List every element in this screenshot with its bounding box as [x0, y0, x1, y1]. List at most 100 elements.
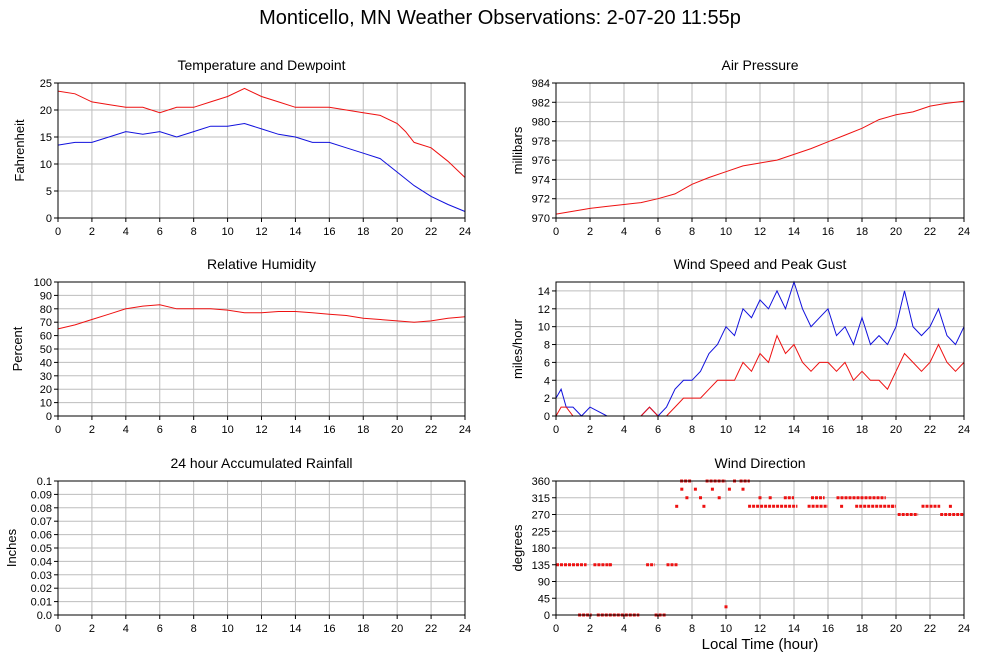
x-tick-label: 18 — [856, 623, 868, 635]
y-tick-label: 2 — [544, 393, 550, 405]
x-tick-label: 22 — [924, 424, 936, 436]
y-axis-label: Percent — [10, 326, 25, 371]
y-tick-label: 20 — [40, 384, 52, 396]
x-tick-label: 20 — [890, 226, 902, 238]
y-tick-label: 225 — [532, 526, 550, 538]
chart-rh: 0 2 4 6 8 10 12 14 16 18 20 22 240102030405060708090… — [10, 256, 471, 436]
y-tick-label: 0.1 — [37, 476, 52, 488]
x-tick-label: 10 — [720, 226, 732, 238]
x-tick-label: 0 — [55, 424, 61, 436]
y-tick-label: 10 — [40, 398, 52, 410]
series-line-blue — [57, 122, 466, 212]
direction-point — [891, 504, 895, 508]
direction-point — [724, 605, 728, 609]
y-tick-label: 0.04 — [31, 556, 52, 568]
y-tick-label: 40 — [40, 357, 52, 369]
chart-title: Relative Humidity — [207, 256, 316, 272]
x-tick-label: 18 — [856, 226, 868, 238]
y-tick-label: 0 — [46, 411, 52, 423]
x-tick-label: 6 — [157, 623, 163, 635]
direction-point — [680, 487, 684, 491]
x-tick-label: 20 — [391, 424, 403, 436]
x-tick-label: 6 — [655, 226, 661, 238]
y-tick-label: 90 — [40, 290, 52, 302]
y-tick-label: 90 — [538, 577, 550, 589]
y-tick-label: 180 — [532, 543, 550, 555]
x-tick-label: 10 — [221, 424, 233, 436]
x-tick-label: 10 — [720, 623, 732, 635]
y-tick-label: 0.01 — [31, 597, 52, 609]
x-tick-label: 14 — [788, 226, 800, 238]
x-tick-label: 4 — [621, 623, 627, 635]
chart-title: Wind Speed and Peak Gust — [674, 256, 847, 272]
x-tick-label: 2 — [587, 623, 593, 635]
chart-title: Air Pressure — [721, 57, 798, 73]
x-tick-label: 14 — [289, 424, 301, 436]
x-tick-label: 22 — [425, 623, 437, 635]
direction-point — [693, 487, 697, 491]
x-axis-label: Local Time (hour) — [701, 636, 819, 653]
x-tick-label: 12 — [255, 226, 267, 238]
x-tick-label: 4 — [621, 424, 627, 436]
y-tick-label: 0 — [544, 610, 550, 622]
y-tick-label: 0.06 — [31, 530, 52, 542]
y-tick-label: 50 — [40, 344, 52, 356]
chart-dir: 0 2 4 6 8 10 12 14 16 18 20 22 240459013518022527031… — [510, 455, 970, 635]
x-tick-label: 12 — [754, 623, 766, 635]
direction-point — [741, 487, 745, 491]
chart-rain: 0 2 4 6 8 10 12 14 16 18 20 22 240.00.010.020.030.04… — [4, 455, 471, 635]
x-tick-label: 14 — [289, 226, 301, 238]
x-tick-label: 8 — [191, 226, 197, 238]
x-tick-label: 16 — [822, 226, 834, 238]
direction-point — [710, 487, 714, 491]
x-tick-label: 22 — [924, 623, 936, 635]
y-tick-label: 25 — [40, 78, 52, 90]
y-tick-label: 0.08 — [31, 503, 52, 515]
x-tick-label: 4 — [123, 226, 129, 238]
y-axis-label: Inches — [4, 528, 19, 567]
y-tick-label: 978 — [532, 136, 550, 148]
direction-point — [758, 496, 762, 500]
y-tick-label: 80 — [40, 304, 52, 316]
x-tick-label: 24 — [459, 226, 471, 238]
x-tick-label: 4 — [123, 623, 129, 635]
y-axis-label: millibars — [510, 126, 525, 174]
x-tick-label: 12 — [255, 623, 267, 635]
x-tick-label: 16 — [323, 424, 335, 436]
y-tick-label: 0.07 — [31, 516, 52, 528]
direction-point — [608, 563, 612, 567]
y-tick-label: 8 — [544, 340, 550, 352]
y-tick-label: 10 — [40, 159, 52, 171]
y-tick-label: 984 — [532, 78, 550, 90]
y-tick-label: 60 — [40, 331, 52, 343]
y-tick-label: 0.03 — [31, 570, 52, 582]
x-tick-label: 4 — [123, 424, 129, 436]
y-tick-label: 0 — [544, 411, 550, 423]
x-tick-label: 20 — [890, 623, 902, 635]
y-tick-label: 315 — [532, 493, 550, 505]
y-axis-label: miles/hour — [510, 318, 525, 379]
x-tick-label: 0 — [553, 226, 559, 238]
y-tick-label: 12 — [538, 304, 550, 316]
y-tick-label: 4 — [544, 375, 550, 387]
y-tick-label: 10 — [538, 322, 550, 334]
y-tick-label: 970 — [532, 213, 550, 225]
chart-title: Temperature and Dewpoint — [177, 57, 345, 73]
y-tick-label: 0.05 — [31, 543, 52, 555]
y-tick-label: 270 — [532, 510, 550, 522]
x-tick-label: 2 — [587, 226, 593, 238]
chart-temp: 0 2 4 6 8 10 12 14 16 18 20 22 240510152025Temperatu… — [12, 57, 471, 238]
x-tick-label: 20 — [391, 226, 403, 238]
x-tick-label: 8 — [689, 226, 695, 238]
x-tick-label: 8 — [689, 424, 695, 436]
y-tick-label: 0.0 — [37, 610, 52, 622]
y-tick-label: 6 — [544, 357, 550, 369]
y-axis-label: degrees — [510, 524, 525, 571]
x-tick-label: 16 — [323, 623, 335, 635]
series-line-red — [57, 87, 466, 178]
x-tick-label: 24 — [958, 226, 970, 238]
y-tick-label: 20 — [40, 105, 52, 117]
x-tick-label: 14 — [788, 623, 800, 635]
